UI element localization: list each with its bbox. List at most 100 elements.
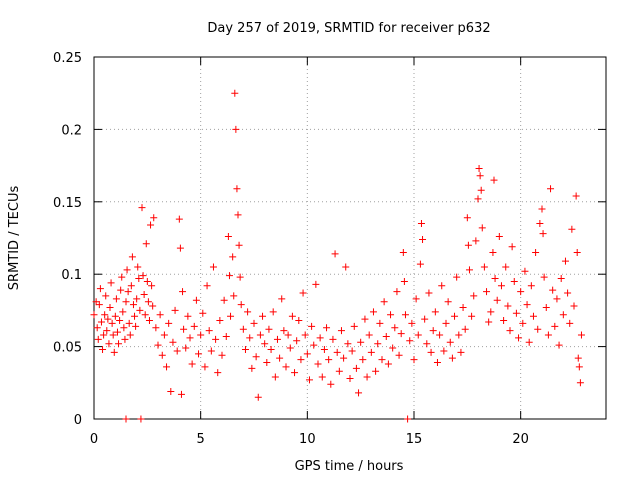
data-point [442, 319, 450, 327]
data-point [224, 233, 232, 241]
data-point [352, 364, 360, 372]
data-point [102, 292, 110, 300]
data-point [154, 341, 162, 349]
data-point [487, 308, 495, 316]
data-point [431, 308, 439, 316]
data-point [532, 248, 540, 256]
data-point [108, 319, 116, 327]
data-point [120, 324, 128, 332]
x-tick-label: 20 [512, 432, 529, 447]
x-axis-label: GPS time / hours [295, 459, 404, 474]
y-tick-label: 0.15 [53, 196, 82, 211]
data-point [227, 312, 235, 320]
data-point [109, 331, 117, 339]
data-point [399, 248, 407, 256]
data-point [387, 311, 395, 319]
data-point [502, 263, 510, 271]
data-point [478, 224, 486, 232]
data-point [234, 211, 242, 219]
data-point [310, 341, 318, 349]
data-point [534, 325, 542, 333]
data-point [112, 295, 120, 303]
data-point [325, 356, 333, 364]
data-point [299, 289, 307, 297]
data-point [555, 341, 563, 349]
data-point [517, 288, 525, 296]
data-point [301, 331, 309, 339]
data-point [144, 298, 152, 306]
x-tick-label: 5 [197, 432, 205, 447]
data-point [92, 298, 100, 306]
data-point [369, 308, 377, 316]
data-point [127, 282, 135, 290]
data-point [220, 296, 228, 304]
data-point [176, 244, 184, 252]
axis-ticks: 0 0.05 0.1 0.15 0.2 0.25 0 5 10 15 20 [53, 51, 606, 447]
data-point [314, 360, 322, 368]
data-point [440, 347, 448, 355]
data-point [246, 334, 254, 342]
data-point [136, 306, 144, 314]
data-point [99, 345, 107, 353]
data-point [374, 340, 382, 348]
data-point [286, 344, 294, 352]
data-point [113, 328, 121, 336]
data-point [222, 332, 230, 340]
data-point [128, 253, 136, 261]
data-point [510, 277, 518, 285]
data-point [455, 331, 463, 339]
data-point [263, 359, 271, 367]
data-point [329, 335, 337, 343]
data-point [269, 308, 277, 316]
x-tick-label: 10 [299, 432, 316, 447]
data-point [131, 312, 139, 320]
data-point [500, 317, 508, 325]
data-point [521, 267, 529, 275]
data-point [459, 304, 467, 312]
data-point [129, 301, 137, 309]
data-point [568, 225, 576, 233]
data-point [167, 387, 175, 395]
data-point [335, 367, 343, 375]
data-point [577, 331, 585, 339]
data-point [540, 273, 548, 281]
data-point [414, 331, 422, 339]
data-point [209, 263, 217, 271]
data-point [363, 373, 371, 381]
data-point [261, 340, 269, 348]
data-point [241, 345, 249, 353]
chart-title: Day 257 of 2019, SRMTID for receiver p63… [207, 21, 490, 36]
data-point [248, 364, 256, 372]
data-point [561, 257, 569, 265]
data-point [94, 335, 102, 343]
data-point [291, 369, 299, 377]
data-point [491, 275, 499, 283]
data-point [141, 311, 149, 319]
data-point [203, 282, 211, 290]
data-point [93, 324, 101, 332]
data-point [273, 335, 281, 343]
data-point [293, 337, 301, 345]
data-point [348, 347, 356, 355]
plot-frame [93, 56, 607, 420]
data-point [280, 327, 288, 335]
data-point [140, 290, 148, 298]
data-point [489, 248, 497, 256]
data-point [389, 344, 397, 352]
data-point [190, 322, 198, 330]
data-point [549, 286, 557, 294]
data-point [236, 273, 244, 281]
data-point [421, 315, 429, 323]
data-point [207, 347, 215, 355]
data-point [216, 317, 224, 325]
data-point [474, 195, 482, 203]
data-point [100, 331, 108, 339]
data-point [476, 172, 484, 180]
data-point [320, 345, 328, 353]
data-point [376, 319, 384, 327]
data-point [295, 317, 303, 325]
data-point [199, 309, 207, 317]
data-point [536, 220, 544, 228]
